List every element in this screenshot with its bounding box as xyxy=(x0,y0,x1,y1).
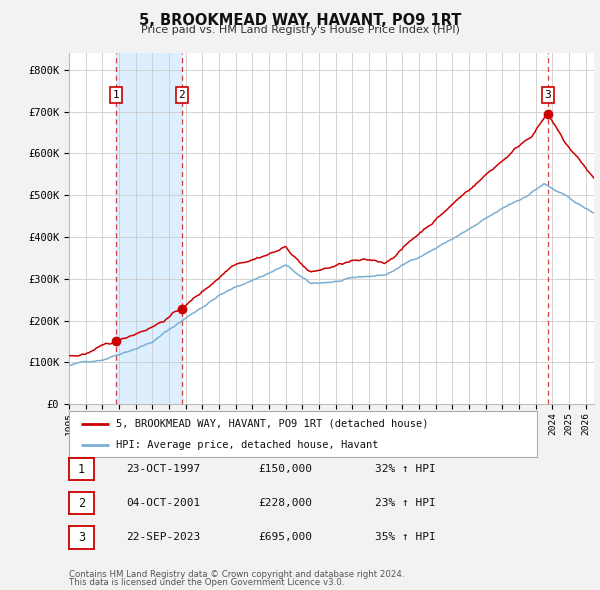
Text: £150,000: £150,000 xyxy=(258,464,312,474)
Text: 2: 2 xyxy=(178,90,185,100)
Text: £695,000: £695,000 xyxy=(258,533,312,542)
Text: 35% ↑ HPI: 35% ↑ HPI xyxy=(375,533,436,542)
Text: 5, BROOKMEAD WAY, HAVANT, PO9 1RT: 5, BROOKMEAD WAY, HAVANT, PO9 1RT xyxy=(139,13,461,28)
Text: 1: 1 xyxy=(112,90,119,100)
Text: £228,000: £228,000 xyxy=(258,499,312,508)
Text: 23% ↑ HPI: 23% ↑ HPI xyxy=(375,499,436,508)
Text: 1: 1 xyxy=(78,463,85,476)
Text: 5, BROOKMEAD WAY, HAVANT, PO9 1RT (detached house): 5, BROOKMEAD WAY, HAVANT, PO9 1RT (detac… xyxy=(116,419,428,429)
Bar xyxy=(116,53,182,404)
Text: 3: 3 xyxy=(544,90,551,100)
Text: Price paid vs. HM Land Registry's House Price Index (HPI): Price paid vs. HM Land Registry's House … xyxy=(140,25,460,35)
Text: This data is licensed under the Open Government Licence v3.0.: This data is licensed under the Open Gov… xyxy=(69,578,344,587)
Text: 32% ↑ HPI: 32% ↑ HPI xyxy=(375,464,436,474)
Text: 04-OCT-2001: 04-OCT-2001 xyxy=(126,499,200,508)
Text: HPI: Average price, detached house, Havant: HPI: Average price, detached house, Hava… xyxy=(116,440,379,450)
Text: 2: 2 xyxy=(78,497,85,510)
Text: 3: 3 xyxy=(78,531,85,544)
Text: 23-OCT-1997: 23-OCT-1997 xyxy=(126,464,200,474)
Text: 22-SEP-2023: 22-SEP-2023 xyxy=(126,533,200,542)
Text: Contains HM Land Registry data © Crown copyright and database right 2024.: Contains HM Land Registry data © Crown c… xyxy=(69,571,404,579)
